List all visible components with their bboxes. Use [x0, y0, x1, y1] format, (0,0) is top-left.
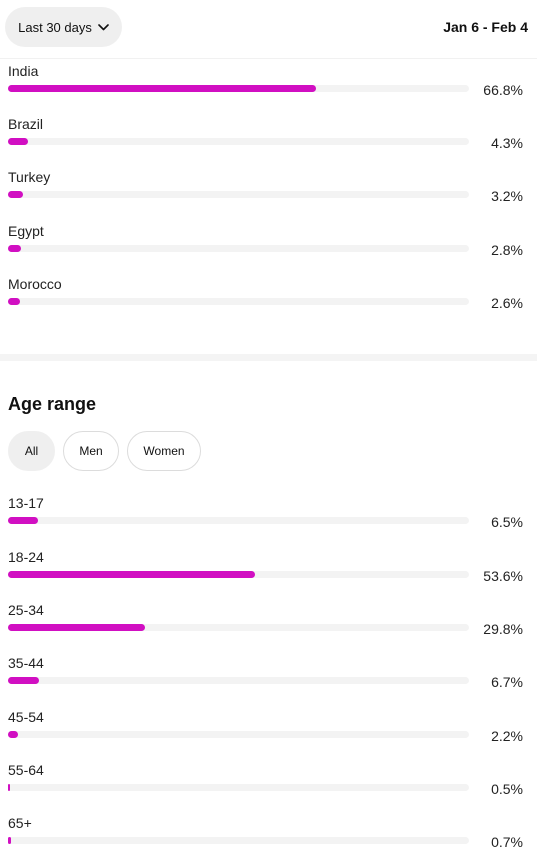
age-row-18-24: 18-24 53.6%	[0, 549, 537, 602]
filter-men-chip[interactable]: Men	[63, 431, 119, 471]
bar-fill	[8, 784, 11, 791]
filter-all-chip[interactable]: All	[8, 431, 55, 471]
bar-track	[8, 571, 469, 578]
age-percent: 0.5%	[491, 781, 523, 797]
section-divider	[0, 354, 537, 361]
bar-fill	[8, 245, 21, 252]
age-percent: 6.7%	[491, 674, 523, 690]
country-label: Turkey	[8, 169, 51, 185]
age-row-55-64: 55-64 0.5%	[0, 762, 537, 815]
bar-fill	[8, 731, 19, 738]
bar-track	[8, 784, 469, 791]
age-row-65-plus: 65+ 0.7%	[0, 815, 537, 868]
age-row-45-54: 45-54 2.2%	[0, 709, 537, 762]
age-percent: 53.6%	[483, 568, 523, 584]
age-label: 18-24	[8, 549, 44, 565]
country-row-brazil: Brazil 4.3%	[0, 116, 537, 169]
bar-track	[8, 298, 469, 305]
country-percent: 2.6%	[491, 295, 523, 311]
age-label: 55-64	[8, 762, 44, 778]
bar-fill	[8, 298, 20, 305]
country-label: Brazil	[8, 116, 44, 132]
age-percent: 0.7%	[491, 834, 523, 850]
date-range-text: Jan 6 - Feb 4	[443, 19, 528, 35]
age-percent: 29.8%	[483, 621, 523, 637]
age-row-25-34: 25-34 29.8%	[0, 602, 537, 655]
bar-track	[8, 138, 469, 145]
bar-track	[8, 191, 469, 198]
filter-chip-label: All	[24, 444, 39, 458]
bar-track	[8, 677, 469, 684]
age-range-title: Age range	[8, 394, 97, 414]
bar-track	[8, 731, 469, 738]
age-label: 25-34	[8, 602, 44, 618]
country-percent: 2.8%	[491, 242, 523, 258]
age-label: 13-17	[8, 495, 44, 511]
age-percent: 2.2%	[491, 728, 523, 744]
country-percent: 66.8%	[483, 82, 523, 98]
country-row-turkey: Turkey 3.2%	[0, 169, 537, 222]
bar-fill	[8, 677, 39, 684]
bar-fill	[8, 138, 28, 145]
country-row-india: India 66.8%	[0, 63, 537, 116]
country-label: Egypt	[8, 223, 44, 239]
bar-track	[8, 517, 469, 524]
bar-track	[8, 624, 469, 631]
date-range-dropdown-label: Last 30 days	[18, 19, 92, 35]
chevron-down-icon	[98, 23, 109, 31]
age-row-35-44: 35-44 6.7%	[0, 655, 537, 708]
country-percent: 3.2%	[491, 188, 523, 204]
header-bar: Last 30 days Jan 6 - Feb 4	[0, 0, 537, 59]
country-percent: 4.3%	[491, 135, 523, 151]
age-label: 65+	[8, 815, 32, 831]
country-label: Morocco	[8, 276, 62, 292]
bar-fill	[8, 837, 12, 844]
age-percent: 6.5%	[491, 514, 523, 530]
bar-track	[8, 837, 469, 844]
age-row-13-17: 13-17 6.5%	[0, 495, 537, 548]
bar-fill	[8, 85, 316, 92]
bar-track	[8, 245, 469, 252]
country-label: India	[8, 63, 39, 79]
country-row-egypt: Egypt 2.8%	[0, 223, 537, 276]
bar-fill	[8, 624, 146, 631]
age-label: 45-54	[8, 709, 44, 725]
filter-chip-label: Women	[143, 444, 185, 458]
bar-fill	[8, 191, 23, 198]
country-row-morocco: Morocco 2.6%	[0, 276, 537, 329]
bar-track	[8, 85, 469, 92]
filter-women-chip[interactable]: Women	[127, 431, 201, 471]
age-label: 35-44	[8, 655, 44, 671]
filter-chip-label: Men	[79, 444, 103, 458]
bar-fill	[8, 517, 38, 524]
date-range-dropdown[interactable]: Last 30 days	[5, 7, 122, 47]
bar-fill	[8, 571, 256, 578]
